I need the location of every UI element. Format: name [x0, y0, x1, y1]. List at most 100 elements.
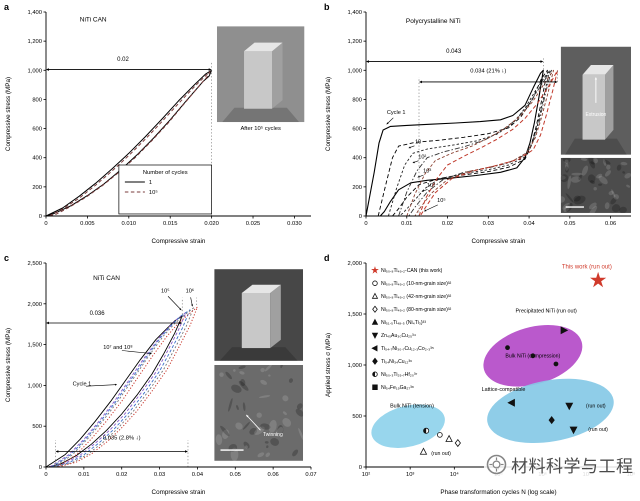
annotation-label: (run out) — [586, 403, 606, 409]
sem-pillar-inset — [216, 26, 305, 123]
annotation-label: 10⁶ — [186, 287, 195, 294]
annotation-label: 10⁵ — [161, 287, 170, 294]
svg-text:0: 0 — [359, 214, 362, 220]
panel-title: NiTi CAN — [93, 275, 120, 282]
svg-text:0.06: 0.06 — [267, 472, 278, 478]
svg-text:Zn₄₅Au₃₀Cu₂₅³⁴: Zn₄₅Au₃₀Cu₂₅³⁴ — [381, 333, 416, 339]
x-axis-label: Compressive strain — [472, 238, 526, 245]
svg-text:0.01: 0.01 — [78, 472, 89, 478]
svg-text:Number of cycles: Number of cycles — [143, 170, 188, 176]
y-axis-label: Applied stress σ (MPa) — [325, 333, 332, 397]
svg-text:0.03: 0.03 — [154, 472, 165, 478]
svg-text:1,400: 1,400 — [347, 10, 362, 16]
svg-text:0.02: 0.02 — [116, 472, 127, 478]
axes: 0 0.01 0.02 0.03 0.04 0.05 0.06 0.07 0 500 1,000 1,… — [5, 261, 317, 496]
panel-a-chart: After 10⁵ cycles 0.02 NiTi CAN Number of cy… — [4, 2, 311, 245]
annotation-label: Bulk NiTi (tension) — [390, 403, 434, 409]
region-lattice-compatible — [487, 378, 614, 444]
series-10⁵ — [49, 71, 211, 217]
svg-text:400: 400 — [352, 156, 362, 162]
series-10⁷ — [53, 307, 195, 468]
svg-text:0.05: 0.05 — [564, 221, 575, 227]
svg-text:Ni₅₀.₈Ti₄₉.₂-CAN (this work): Ni₅₀.₈Ti₄₉.₂-CAN (this work) — [381, 268, 443, 274]
panel-title: NiTi CAN — [80, 16, 107, 23]
svg-text:800: 800 — [352, 97, 362, 103]
svg-text:0.07: 0.07 — [305, 472, 316, 478]
svg-text:0.030: 0.030 — [287, 221, 302, 227]
svg-text:0.06: 0.06 — [605, 221, 616, 227]
annotation-label: (run out) — [431, 451, 451, 457]
svg-text:10³: 10³ — [406, 472, 414, 478]
svg-text:Ni₅₁.₅Ti₄₈.₅ (Ni₄Ti₃)³³: Ni₅₁.₅Ti₄₈.₅ (Ni₄Ti₃)³³ — [381, 320, 426, 326]
svg-text:Twinning: Twinning — [263, 432, 283, 438]
svg-text:Ni₅₄Fe₁₉Ga₂₇³⁸: Ni₅₄Fe₁₉Ga₂₇³⁸ — [381, 385, 414, 391]
panel-letter: a — [4, 2, 10, 12]
svg-text:0.04: 0.04 — [192, 472, 204, 478]
annotation-label: Lattice-compatible — [482, 387, 526, 393]
region-bulk-niti-tension — [371, 404, 445, 448]
annotation-label: This work (run out) — [562, 265, 612, 271]
annotation-label: 0.036 — [90, 311, 106, 317]
svg-text:1,500: 1,500 — [27, 343, 42, 349]
svg-text:0: 0 — [44, 472, 47, 478]
watermark-text: 材料科学与工程 — [511, 457, 634, 476]
annotation-label: 10 — [415, 139, 421, 145]
y-axis-label: Compressive stress (MPa) — [5, 328, 12, 402]
svg-text:Ni₅₀.₃Ti₂₉.₇Hf₂₀³⁷: Ni₅₀.₃Ti₂₉.₇Hf₂₀³⁷ — [381, 372, 418, 378]
panel-letter: c — [4, 253, 9, 263]
svg-text:2,000: 2,000 — [347, 261, 362, 267]
axes: 0 0.005 0.010 0.015 0.020 0.025 0.030 0 200 400 60… — [5, 10, 311, 245]
svg-text:Ti₅₄Ni₃₄Cu₁₂³⁶: Ti₅₄Ni₃₄Cu₁₂³⁶ — [381, 359, 412, 365]
svg-text:1,000: 1,000 — [27, 383, 42, 389]
svg-text:1,000: 1,000 — [347, 363, 362, 369]
svg-text:1: 1 — [149, 180, 152, 186]
svg-text:0.01: 0.01 — [401, 221, 412, 227]
svg-text:0: 0 — [39, 465, 42, 471]
svg-text:0: 0 — [44, 221, 47, 227]
svg-text:Ni₅₀.₈Ti₄₉.₂ (42-nm-grain size: Ni₅₀.₈Ti₄₉.₂ (42-nm-grain size)³² — [381, 294, 451, 300]
svg-text:0.04: 0.04 — [523, 221, 535, 227]
svg-text:Extrusion: Extrusion — [585, 112, 606, 118]
svg-text:400: 400 — [32, 156, 42, 162]
svg-text:0.015: 0.015 — [163, 221, 178, 227]
watermark: 材料科学与工程 — [484, 452, 636, 477]
annotation-label: Precipitated NiTi (run out) — [516, 308, 577, 314]
annotation-label: 10² — [418, 154, 426, 160]
svg-text:500: 500 — [32, 424, 42, 430]
annotation-label: (run out) — [588, 427, 608, 433]
annotation-label: Cycle 1 — [73, 381, 92, 387]
svg-text:0.025: 0.025 — [246, 221, 261, 227]
series-10⁵ — [418, 69, 559, 217]
annotation-label: Cycle 1 — [387, 110, 406, 116]
svg-text:500: 500 — [352, 414, 362, 420]
svg-text:200: 200 — [352, 185, 362, 191]
watermark-logo-icon — [486, 454, 507, 475]
panel-c: Twinning 0.036 0.035 (2.8% ↓) Cycle 1 10⁵ 10⁶… — [0, 251, 320, 501]
series-10³ — [398, 69, 552, 217]
svg-text:10²: 10² — [362, 472, 370, 478]
annotation-label: 0.034 (21% ↓) — [470, 68, 506, 74]
svg-text:0.02: 0.02 — [442, 221, 453, 227]
tem-micrograph-inset — [560, 157, 631, 213]
svg-text:600: 600 — [352, 127, 362, 133]
panel-b-chart: Extrusion 0.043 0.034 (21% ↓) Cycle 1 10 10² 1… — [324, 2, 631, 245]
series-10⁶ — [51, 309, 191, 468]
svg-text:600: 600 — [32, 127, 42, 133]
x-axis-label: Phase transformation cycles N (log scale… — [440, 489, 556, 496]
panel-letter: d — [324, 253, 330, 263]
annotation-label: 0.035 (2.8% ↓) — [103, 435, 141, 441]
series-10⁵ — [49, 311, 187, 468]
svg-text:1,500: 1,500 — [347, 312, 362, 318]
svg-text:0: 0 — [364, 221, 367, 227]
annotation-label: 0.02 — [117, 57, 129, 63]
panel-a: After 10⁵ cycles 0.02 NiTi CAN Number of cy… — [0, 0, 320, 250]
axes: 0 0.01 0.02 0.03 0.04 0.05 0.06 0 200 400 600 800 1,… — [325, 10, 631, 245]
svg-text:1,000: 1,000 — [347, 68, 362, 74]
legend: Number of cycles 1 10⁵ — [118, 164, 212, 215]
y-axis-label: Compressive stress (MPa) — [325, 77, 332, 151]
annotation-label: 10⁴ — [427, 182, 436, 189]
svg-text:0.03: 0.03 — [483, 221, 494, 227]
svg-text:Ni₅₀.₈Ti₄₉.₂ (80-nm-grain size: Ni₅₀.₈Ti₄₉.₂ (80-nm-grain size)³² — [381, 307, 451, 313]
series-10² — [387, 69, 550, 217]
series-10⁴ — [406, 69, 554, 217]
